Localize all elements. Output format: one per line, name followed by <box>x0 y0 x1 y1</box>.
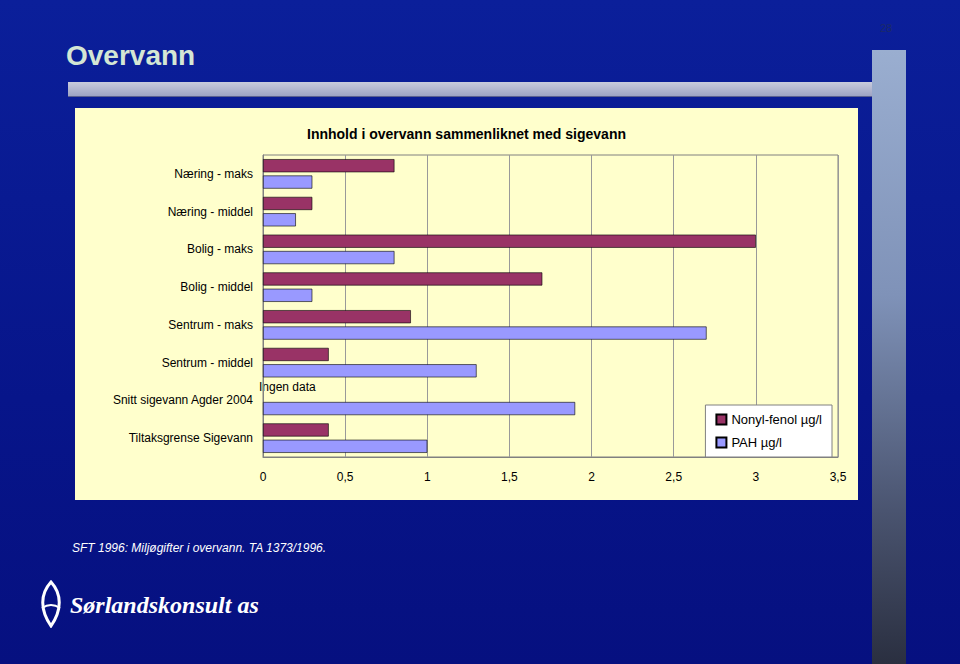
svg-text:Bolig - middel: Bolig - middel <box>180 280 253 294</box>
html-text:28: 28 <box>880 22 893 34</box>
svg-text:1,5: 1,5 <box>501 470 518 484</box>
svg-text:1: 1 <box>424 470 431 484</box>
svg-text:2: 2 <box>588 470 595 484</box>
svg-text:Næring - middel: Næring - middel <box>168 205 253 219</box>
svg-text:3: 3 <box>753 470 760 484</box>
html-text:Sørlandskonsult as: Sørlandskonsult as <box>70 592 259 618</box>
svg-text:Ingen data: Ingen data <box>259 380 316 394</box>
svg-text:3,5: 3,5 <box>830 470 847 484</box>
svg-text:Bolig - maks: Bolig - maks <box>187 242 253 256</box>
svg-text:Tiltaksgrense Sigevann: Tiltaksgrense Sigevann <box>129 431 253 445</box>
svg-text:Innhold i overvann sammenlikne: Innhold i overvann sammenliknet med sige… <box>307 126 626 142</box>
svg-text:2,5: 2,5 <box>665 470 682 484</box>
svg-text:0,5: 0,5 <box>337 470 354 484</box>
svg-text:Næring - maks: Næring - maks <box>174 167 253 181</box>
html-text:SFT 1996: Miljøgifter i overva: SFT 1996: Miljøgifter i overvann. TA 137… <box>72 541 327 555</box>
svg-text:PAH µg/l: PAH µg/l <box>731 435 782 450</box>
html-text:Overvann: Overvann <box>66 40 196 71</box>
svg-text:Snitt sigevann Agder 2004: Snitt sigevann Agder 2004 <box>113 393 253 407</box>
svg-text:0: 0 <box>260 470 267 484</box>
svg-text:Sentrum - middel: Sentrum - middel <box>162 356 253 370</box>
svg-text:Sentrum - maks: Sentrum - maks <box>168 318 253 332</box>
svg-text:Nonyl-fenol µg/l: Nonyl-fenol µg/l <box>731 412 822 427</box>
